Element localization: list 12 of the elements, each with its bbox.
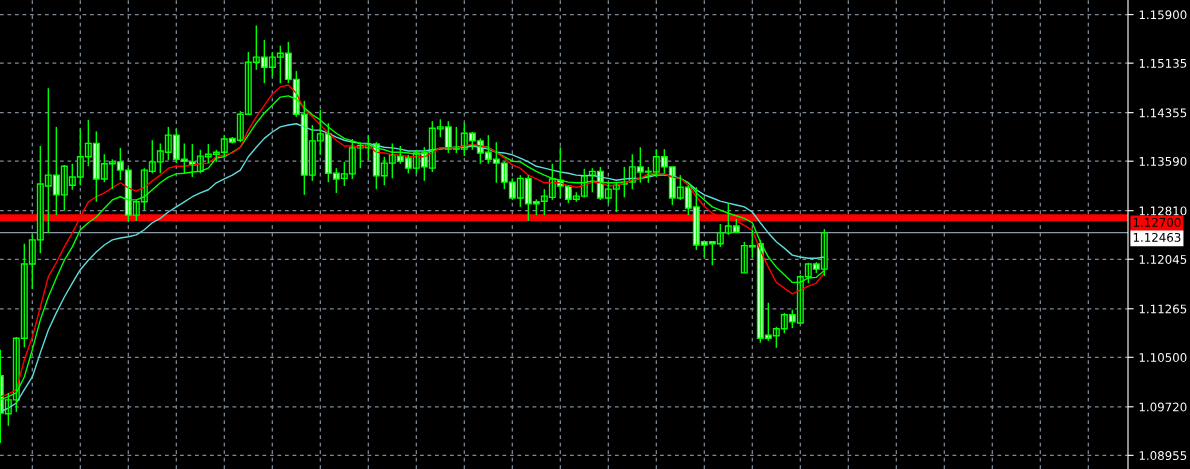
y-tick-label: 1.15135 (1139, 58, 1187, 68)
ref-line-label: 1.12700 (1133, 217, 1181, 227)
y-tick-label: 1.08955 (1139, 451, 1187, 461)
y-tick-label: 1.15900 (1139, 10, 1187, 20)
y-tick-label: 1.12045 (1139, 254, 1187, 264)
ref-line-label: 1.12463 (1133, 232, 1181, 242)
y-tick-label: 1.13590 (1139, 156, 1187, 166)
y-tick-label: 1.14355 (1139, 108, 1187, 118)
y-tick-label: 1.10500 (1139, 353, 1187, 362)
y-tick-label: 1.12810 (1139, 206, 1187, 216)
y-tick-label: 1.11265 (1139, 304, 1187, 314)
y-tick-label: 1.09720 (1139, 402, 1187, 412)
